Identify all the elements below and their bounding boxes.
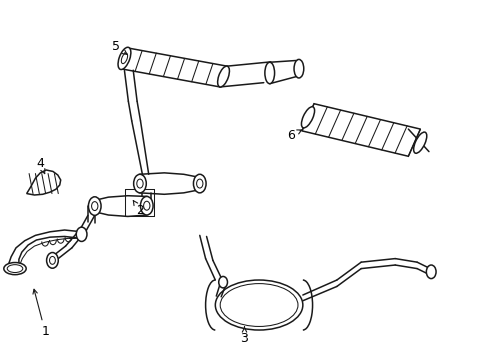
Text: 4: 4 [36, 157, 45, 174]
Ellipse shape [46, 252, 58, 268]
Text: 1: 1 [33, 289, 49, 338]
Ellipse shape [121, 53, 127, 64]
Ellipse shape [11, 266, 20, 271]
Ellipse shape [133, 174, 146, 193]
Ellipse shape [7, 265, 23, 273]
Ellipse shape [196, 179, 203, 188]
Ellipse shape [293, 59, 303, 78]
Ellipse shape [88, 197, 101, 215]
Ellipse shape [193, 174, 205, 193]
Ellipse shape [118, 47, 131, 69]
Ellipse shape [49, 256, 55, 264]
Polygon shape [9, 230, 80, 273]
Ellipse shape [76, 227, 87, 242]
Ellipse shape [91, 202, 98, 211]
Polygon shape [27, 170, 61, 195]
Ellipse shape [301, 107, 314, 128]
Ellipse shape [218, 276, 227, 288]
Text: 3: 3 [240, 327, 248, 346]
Ellipse shape [143, 201, 150, 210]
Ellipse shape [220, 284, 297, 327]
Polygon shape [140, 173, 198, 194]
Text: 2: 2 [133, 201, 143, 217]
Ellipse shape [217, 66, 229, 87]
Ellipse shape [215, 280, 302, 330]
Polygon shape [121, 48, 226, 87]
Ellipse shape [140, 197, 153, 215]
Ellipse shape [137, 179, 143, 188]
Polygon shape [302, 104, 420, 156]
Polygon shape [96, 196, 146, 216]
Ellipse shape [4, 262, 26, 275]
Text: 5: 5 [111, 40, 127, 54]
Ellipse shape [426, 265, 435, 279]
Ellipse shape [264, 62, 274, 84]
Ellipse shape [413, 132, 426, 153]
Text: 6: 6 [286, 129, 301, 142]
